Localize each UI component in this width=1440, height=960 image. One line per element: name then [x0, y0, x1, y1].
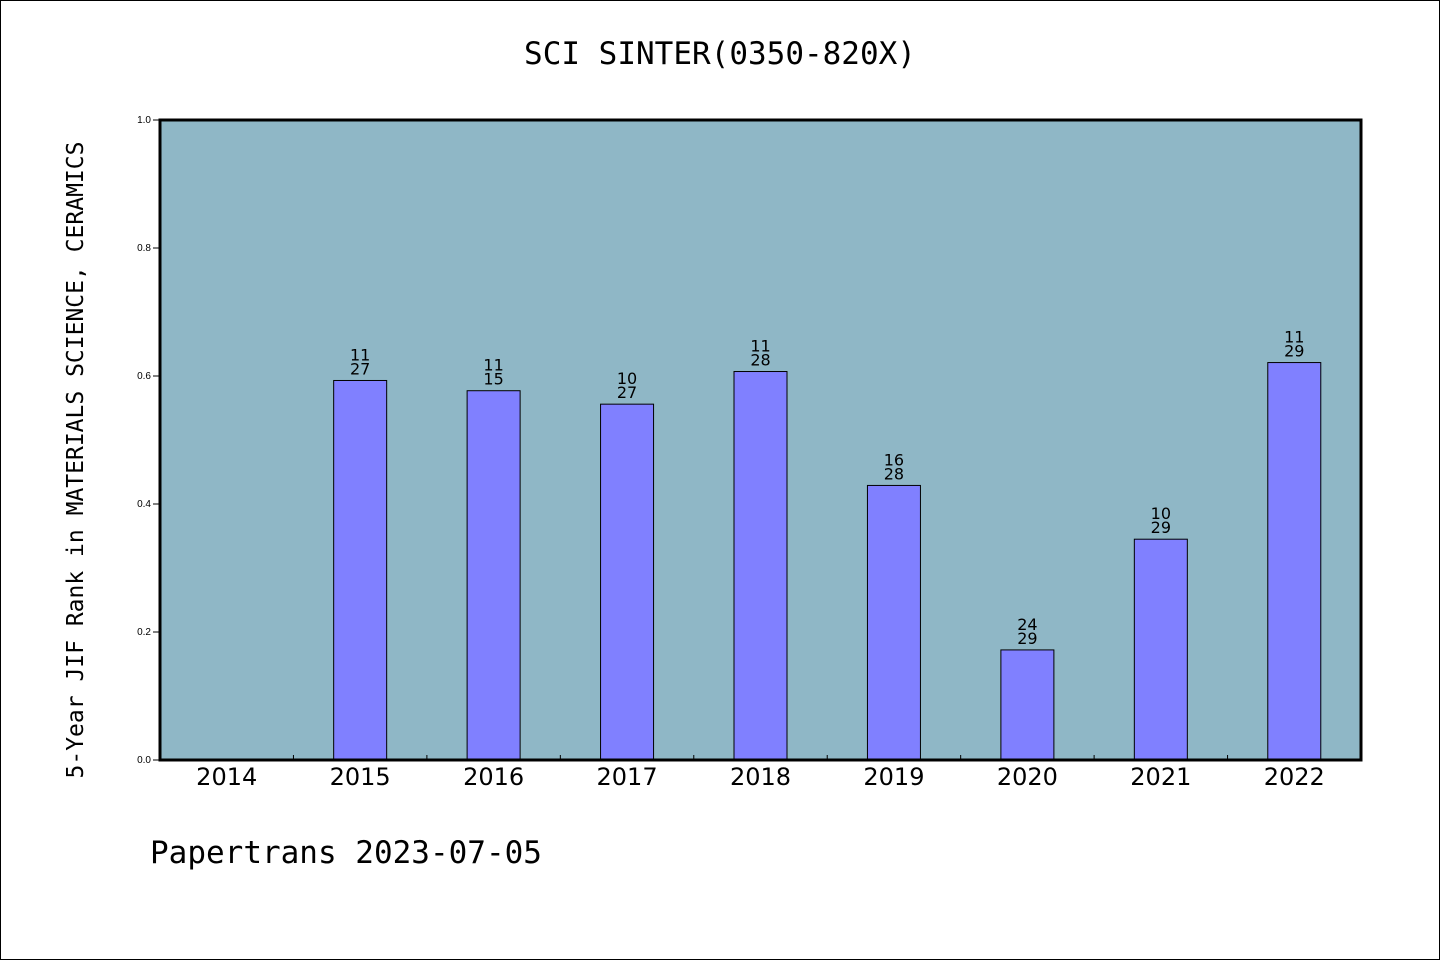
bar-2019 — [866, 484, 921, 761]
bar-label-bottom-2019: 28 — [884, 464, 904, 483]
x-tick-label-2015: 2015 — [330, 763, 391, 791]
bar-label-bottom-2020: 29 — [1017, 629, 1037, 648]
bar-label-bottom-2016: 15 — [483, 370, 503, 389]
bar-label-bottom-2017: 27 — [617, 383, 637, 402]
chart-title: SCI SINTER(0350-820X) — [524, 36, 916, 72]
bar-2018 — [733, 371, 788, 761]
bar-label-bottom-2015: 27 — [350, 359, 370, 378]
x-tick-label-2019: 2019 — [863, 763, 924, 791]
y-tick-label: 0.8 — [137, 243, 151, 254]
bar-2015 — [333, 379, 388, 761]
bar-2020 — [1000, 649, 1055, 761]
x-tick-label-2014: 2014 — [196, 763, 257, 791]
footer-credit: Papertrans 2023-07-05 — [150, 835, 542, 871]
bar-label-top-2020: 24 — [1017, 615, 1037, 634]
x-tick-label-2018: 2018 — [730, 763, 791, 791]
bar-2021 — [1133, 538, 1188, 761]
bar-2017 — [600, 403, 655, 761]
y-tick-label: 0.2 — [137, 627, 151, 638]
y-tick-label: 0.4 — [137, 499, 151, 510]
bar-label-top-2016: 11 — [483, 356, 503, 375]
bar-label-top-2018: 11 — [750, 337, 770, 356]
x-tick-label-2016: 2016 — [463, 763, 524, 791]
x-tick-label-2021: 2021 — [1130, 763, 1191, 791]
bar-label-bottom-2021: 29 — [1151, 518, 1171, 537]
bar-label-bottom-2018: 28 — [750, 351, 770, 370]
bar-label-top-2022: 11 — [1284, 328, 1304, 347]
bar-2016 — [466, 390, 521, 761]
bar-label-top-2019: 16 — [884, 450, 904, 469]
bar-label-top-2015: 11 — [350, 345, 370, 364]
y-tick-label: 1.0 — [137, 115, 151, 126]
x-tick-label-2020: 2020 — [997, 763, 1058, 791]
y-tick-label: 0.0 — [137, 755, 151, 766]
bar-label-top-2017: 10 — [617, 369, 637, 388]
bar-label-top-2021: 10 — [1151, 504, 1171, 523]
bar-label-bottom-2022: 29 — [1284, 342, 1304, 361]
x-tick-label-2022: 2022 — [1264, 763, 1325, 791]
y-tick-label: 0.6 — [137, 371, 151, 382]
x-tick-label-2017: 2017 — [597, 763, 658, 791]
plot-border — [158, 118, 1363, 762]
bar-2022 — [1267, 362, 1322, 761]
